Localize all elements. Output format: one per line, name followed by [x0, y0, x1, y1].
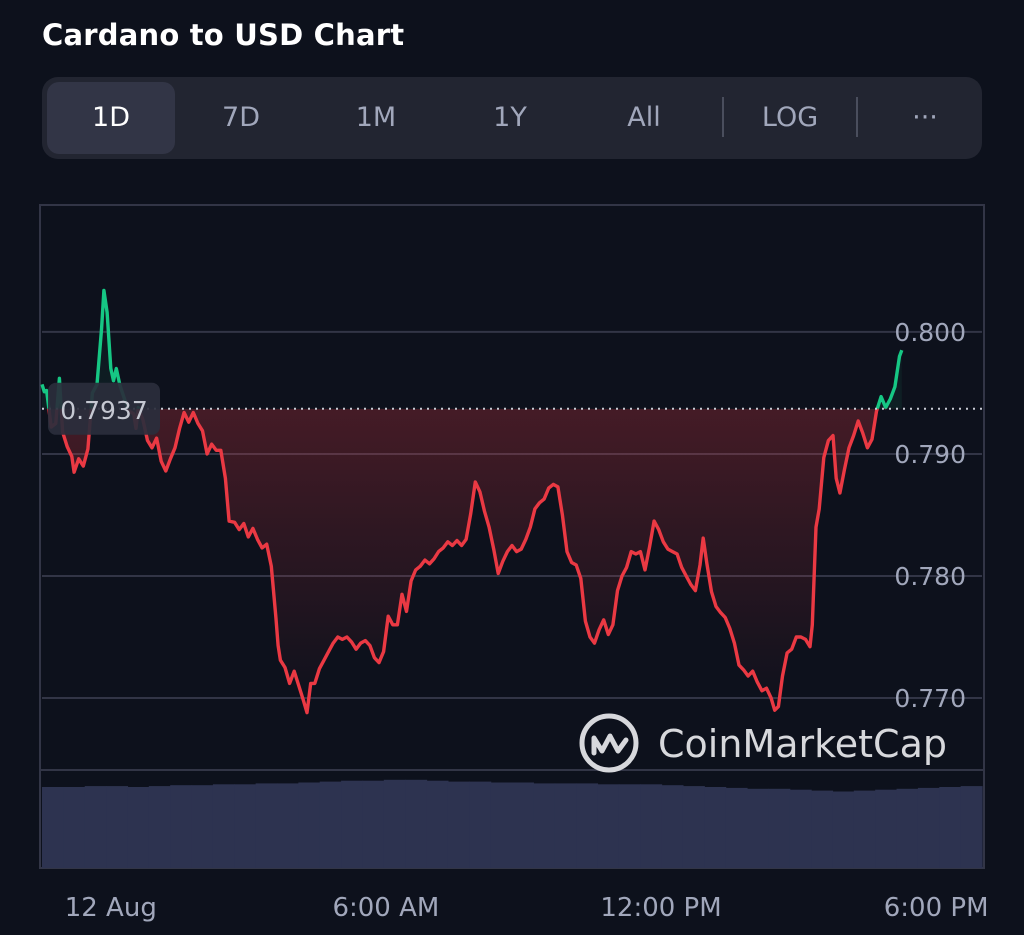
y-tick-label: 0.800 — [894, 318, 966, 347]
volume-bar — [170, 785, 193, 868]
y-tick-label: 0.790 — [894, 440, 966, 469]
volume-bar — [853, 790, 876, 868]
volume-bar — [469, 781, 492, 868]
volume-bar — [319, 781, 342, 868]
volume-bar — [960, 786, 983, 868]
price-line-below — [47, 408, 887, 715]
volume-bar — [661, 785, 684, 868]
volume-bar — [255, 783, 278, 868]
volume-bar — [148, 786, 171, 868]
price-chart[interactable]: CoinMarketCap 0.800 0.790 0.780 0.770 0.793… — [0, 190, 1024, 890]
tab-separator — [722, 97, 724, 137]
volume-bar — [212, 784, 235, 868]
volume-bar — [576, 783, 599, 868]
tab-7d[interactable]: 7D — [222, 102, 260, 133]
volume-bar — [939, 787, 962, 868]
volume-bar — [383, 779, 406, 868]
tab-1m[interactable]: 1M — [355, 102, 397, 133]
page-title: Cardano to USD Chart — [42, 18, 405, 52]
volume-bar — [127, 787, 150, 868]
volume-bar — [789, 789, 812, 868]
volume-bar — [362, 780, 385, 868]
volume-bar — [917, 787, 940, 868]
volume-bar — [405, 779, 428, 868]
volume-bar — [234, 784, 257, 868]
volume-bar — [875, 789, 898, 868]
volume-bar — [490, 782, 513, 868]
volume-bar — [447, 781, 470, 868]
volume-bar — [682, 786, 705, 868]
volume-bar — [63, 787, 86, 868]
tab-1y[interactable]: 1Y — [493, 102, 527, 133]
coinmarketcap-watermark: CoinMarketCap — [579, 713, 947, 773]
volume-bar — [512, 782, 534, 868]
volume-bar — [768, 788, 791, 868]
x-tick-label: 12:00 PM — [600, 893, 722, 923]
x-tick-label: 12 Aug — [64, 893, 157, 923]
more-options-button[interactable]: ··· — [912, 102, 938, 133]
coinmarketcap-logo-icon — [579, 713, 639, 773]
volume-bar — [832, 791, 855, 868]
price-area-below — [42, 408, 902, 713]
tab-separator — [856, 97, 858, 137]
watermark-text: CoinMarketCap — [658, 722, 947, 766]
volume-bar — [277, 783, 299, 868]
timeframe-tabs: 1D 7D 1M 1Y All LOG ··· — [42, 77, 982, 159]
tab-1d[interactable]: 1D — [47, 82, 175, 154]
volume-bar — [554, 783, 577, 868]
volume-bar — [704, 787, 727, 868]
volume-bar — [42, 787, 64, 868]
y-tick-label: 0.770 — [894, 684, 966, 713]
volume-bar — [597, 784, 620, 868]
tab-all[interactable]: All — [627, 102, 661, 133]
volume-bar — [106, 786, 129, 868]
volume-bar — [191, 785, 214, 868]
volume-bar — [426, 780, 449, 868]
volume-bar — [811, 790, 834, 868]
volume-bar — [84, 786, 107, 868]
volume-bar — [747, 788, 769, 868]
volume-bar — [533, 783, 556, 868]
volume-bar — [341, 780, 364, 868]
volume-bar — [298, 782, 321, 868]
x-tick-label: 6:00 AM — [332, 893, 440, 923]
reference-label: 0.7937 — [60, 396, 147, 425]
reference-label-box — [48, 382, 160, 435]
y-tick-label: 0.780 — [894, 562, 966, 591]
volume-bar — [896, 788, 919, 868]
volume-bar — [640, 784, 663, 868]
tab-log[interactable]: LOG — [761, 102, 819, 133]
x-tick-label: 6:00 PM — [883, 893, 989, 923]
volume-bar — [618, 784, 641, 868]
volume-bar — [725, 787, 748, 868]
